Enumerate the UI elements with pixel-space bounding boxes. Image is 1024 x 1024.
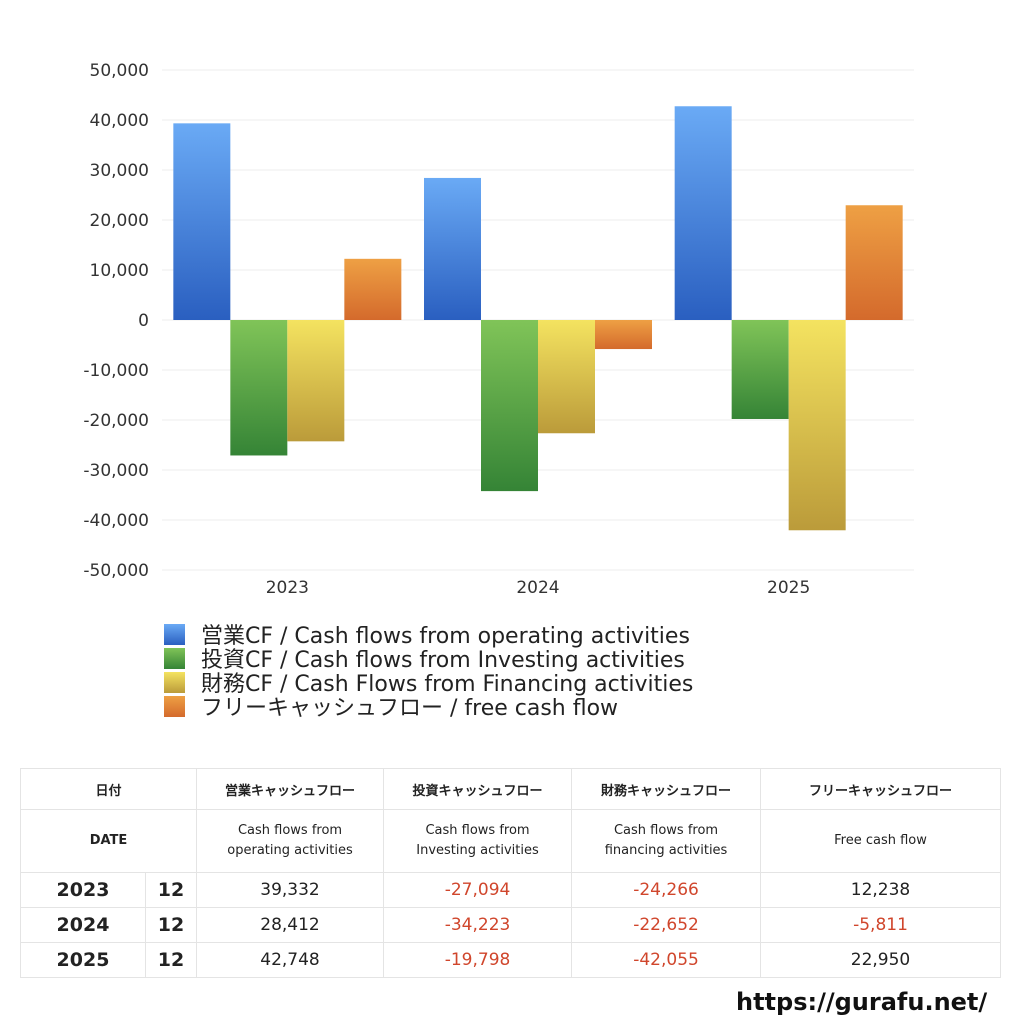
x-tick-label: 2023 — [266, 578, 309, 598]
y-tick-label: -20,000 — [83, 411, 149, 431]
cash-flow-table: 日付 営業キャッシュフロー 投資キャッシュフロー 財務キャッシュフロー フリーキ… — [19, 768, 1002, 978]
legend-label-financing: 財務CF / Cash Flows from Financing activit… — [201, 672, 694, 697]
header-date-en: DATE — [19, 809, 198, 873]
y-tick-label: 40,000 — [90, 111, 149, 131]
legend-item-investing: 投資CF / Cash flows from Investing activit… — [164, 646, 693, 673]
header-financing-jp: 財務キャッシュフロー — [571, 768, 762, 810]
bar-financing-2025 — [788, 320, 846, 531]
bar-free-2023 — [344, 258, 402, 320]
legend-swatch-operating — [164, 623, 185, 645]
table-row: 2024 12 28,412 -34,223 -22,652 -5,811 — [20, 907, 1002, 943]
header-investing-en-line1: Cash flows from — [425, 823, 530, 838]
row-year: 2024 — [20, 907, 146, 943]
header-date-jp: 日付 — [19, 768, 198, 810]
site-url[interactable]: https://gurafu.net/ — [736, 988, 988, 1016]
row-year: 2023 — [20, 872, 146, 908]
bar-operating-2025 — [674, 106, 732, 320]
header-financing-en-line1: Cash flows from — [613, 823, 719, 838]
legend-swatch-investing — [164, 647, 185, 669]
y-tick-label: 0 — [138, 311, 149, 331]
row-month: 12 — [144, 872, 198, 908]
y-tick-label: -50,000 — [83, 561, 149, 581]
bar-operating-2023 — [173, 123, 231, 320]
row-investing: -19,798 — [383, 942, 573, 978]
row-free: 12,238 — [760, 872, 1002, 908]
row-month: 12 — [144, 942, 198, 978]
table-header-en: DATE Cash flows from operating activities… — [19, 809, 1002, 873]
bar-investing-2023 — [230, 320, 288, 456]
bars — [173, 106, 903, 531]
row-financing: -22,652 — [571, 907, 762, 943]
y-tick-label: 20,000 — [90, 211, 149, 231]
bar-financing-2024 — [538, 320, 595, 434]
header-free-jp: フリーキャッシュフロー — [760, 768, 1002, 810]
y-tick-label: -10,000 — [83, 361, 149, 381]
y-tick-label: 30,000 — [90, 161, 149, 181]
x-tick-label: 2024 — [516, 578, 559, 598]
header-operating-en-line1: Cash flows from — [237, 823, 343, 838]
row-operating: 39,332 — [196, 872, 385, 908]
header-operating-en: Cash flows from operating activities — [196, 809, 385, 873]
row-investing: -34,223 — [383, 907, 573, 943]
row-operating: 42,748 — [196, 942, 385, 978]
y-tick-label: -30,000 — [83, 461, 149, 481]
x-tick-label: 2025 — [767, 578, 810, 598]
legend-item-operating: 営業CF / Cash flows from operating activit… — [164, 622, 693, 649]
row-financing: -42,055 — [571, 942, 762, 978]
y-tick-label: 10,000 — [90, 261, 149, 281]
legend-swatch-financing — [164, 671, 185, 693]
header-operating-en-line2: operating activities — [227, 843, 353, 858]
bar-operating-2024 — [424, 177, 481, 320]
legend-label-investing: 投資CF / Cash flows from Investing activit… — [201, 648, 685, 673]
bar-financing-2023 — [287, 320, 345, 442]
row-free: 22,950 — [760, 942, 1002, 978]
bar-free-2024 — [595, 320, 652, 350]
cash-flow-bar-chart: 50,000 40,000 30,000 20,000 10,000 0 -10,000 -2… — [83, 61, 914, 598]
bar-investing-2024 — [481, 320, 538, 492]
row-financing: -24,266 — [571, 872, 762, 908]
header-free-en: Free cash flow — [760, 809, 1002, 873]
row-year: 2025 — [20, 942, 146, 978]
legend-label-operating: 営業CF / Cash flows from operating activit… — [201, 624, 690, 649]
row-free: -5,811 — [760, 907, 1002, 943]
table-row: 2025 12 42,748 -19,798 -42,055 22,950 — [20, 942, 1002, 978]
legend-label-free: フリーキャッシュフロー / free cash flow — [201, 696, 619, 721]
table-header-jp: 日付 営業キャッシュフロー 投資キャッシュフロー 財務キャッシュフロー フリーキ… — [19, 768, 1002, 810]
chart-legend: 営業CF / Cash flows from operating activit… — [164, 622, 693, 721]
legend-swatch-free — [164, 695, 185, 717]
legend-item-free: フリーキャッシュフロー / free cash flow — [164, 694, 693, 721]
bar-investing-2025 — [731, 320, 789, 419]
header-investing-en: Cash flows from Investing activities — [383, 809, 573, 873]
header-financing-en: Cash flows from financing activities — [571, 809, 762, 873]
header-financing-en-line2: financing activities — [604, 843, 728, 858]
row-month: 12 — [144, 907, 198, 943]
x-axis-ticks: 2023 2024 2025 — [266, 578, 811, 598]
y-tick-label: 50,000 — [90, 61, 149, 81]
row-operating: 28,412 — [196, 907, 385, 943]
legend-item-financing: 財務CF / Cash Flows from Financing activit… — [164, 670, 693, 697]
row-investing: -27,094 — [383, 872, 573, 908]
header-operating-jp: 営業キャッシュフロー — [196, 768, 385, 810]
bar-free-2025 — [845, 205, 903, 320]
header-investing-en-line2: Investing activities — [416, 843, 539, 858]
y-axis-ticks: 50,000 40,000 30,000 20,000 10,000 0 -10,000 -2… — [83, 61, 149, 581]
header-investing-jp: 投資キャッシュフロー — [383, 768, 573, 810]
y-tick-label: -40,000 — [83, 511, 149, 531]
table-row: 2023 12 39,332 -27,094 -24,266 12,238 — [20, 872, 1002, 908]
